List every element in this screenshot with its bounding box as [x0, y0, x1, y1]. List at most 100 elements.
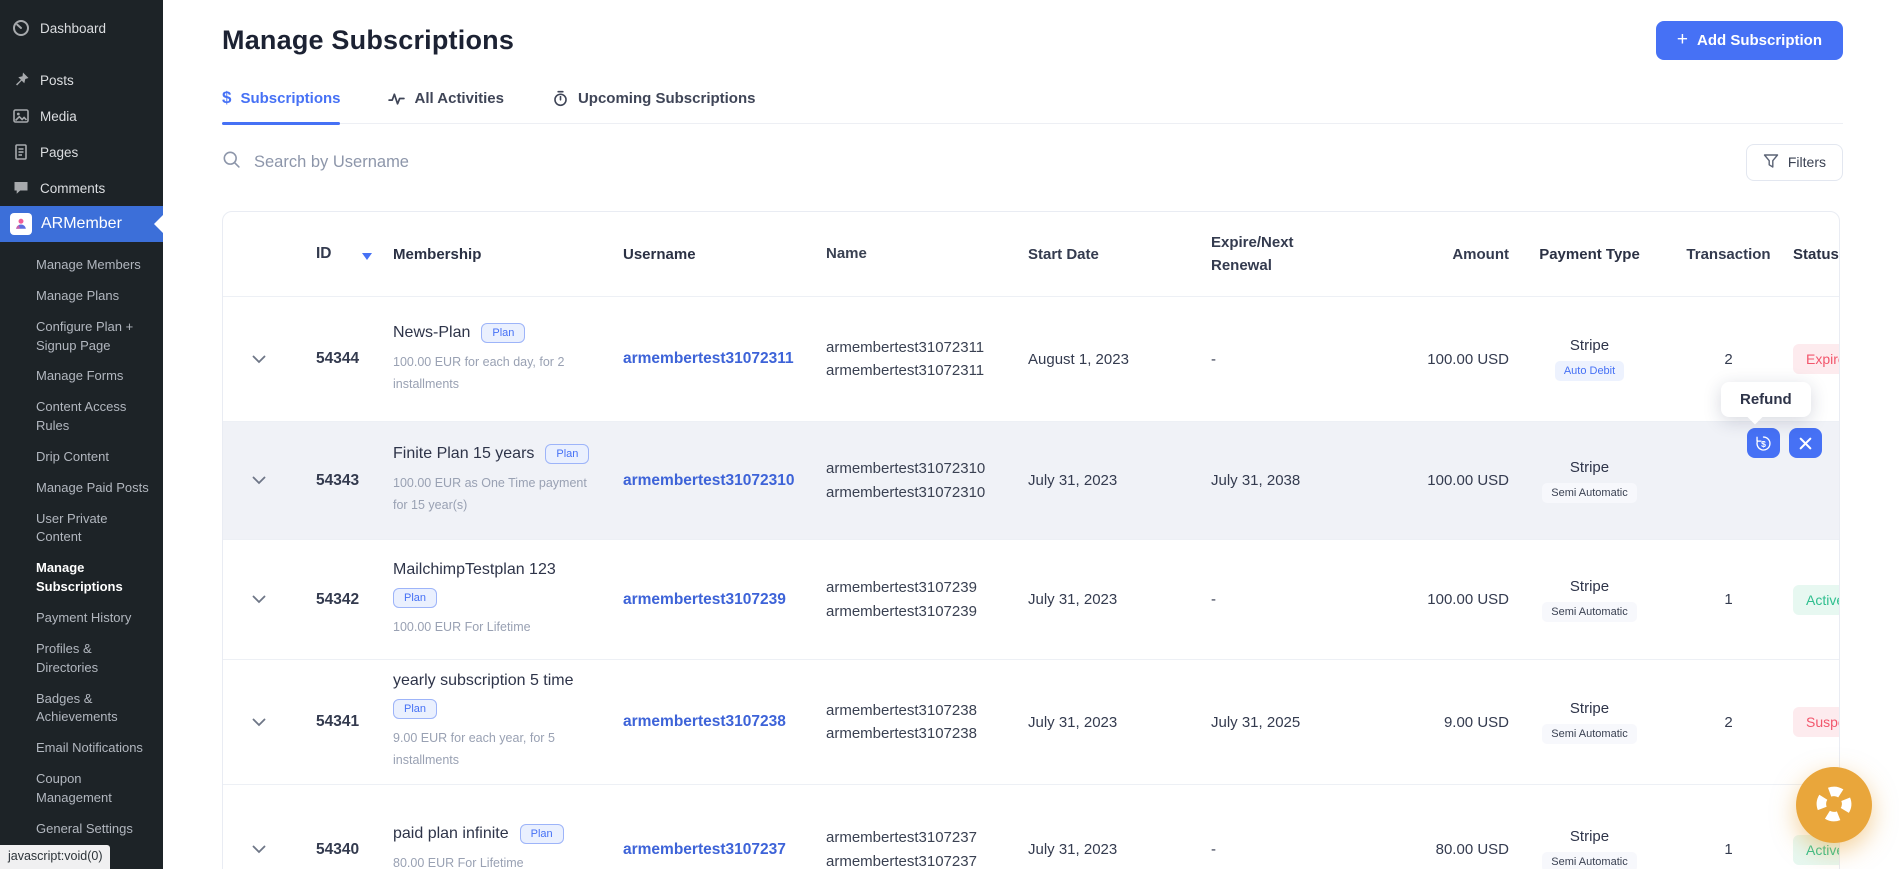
plan-badge: Plan — [393, 699, 437, 719]
tab-subscriptions[interactable]: $ Subscriptions — [222, 88, 340, 123]
column-header[interactable]: Start Date — [1028, 246, 1211, 263]
expand-row-icon[interactable] — [240, 476, 276, 485]
expand-row-icon[interactable] — [240, 845, 276, 854]
column-header-id[interactable]: ID — [293, 245, 388, 263]
username-link[interactable]: armembertest31072310 — [623, 472, 794, 489]
sidebar-item-label: ARMember — [41, 215, 122, 233]
expand-row-icon[interactable] — [240, 595, 276, 604]
expand-row-icon[interactable] — [240, 718, 276, 727]
tab-upcoming-subscriptions[interactable]: Upcoming Subscriptions — [552, 88, 756, 123]
submenu-item[interactable]: Manage Members — [0, 250, 163, 281]
member-name: armembertest3107237armembertest3107237 — [826, 826, 1028, 869]
sidebar-item-comments[interactable]: Comments — [0, 170, 163, 206]
submenu-item[interactable]: Drip Content — [0, 442, 163, 473]
column-header[interactable]: Expire/Next Renewal — [1211, 231, 1366, 278]
tab-all-activities[interactable]: All Activities — [388, 88, 503, 123]
start-date: July 31, 2023 — [1028, 472, 1211, 489]
submenu-item[interactable]: Email Notifications — [0, 733, 163, 764]
plan-title: Finite Plan 15 years — [393, 445, 534, 463]
subscription-id: 54344 — [293, 350, 388, 368]
username-link[interactable]: armembertest3107239 — [623, 591, 786, 608]
submenu-item[interactable]: User Private Content — [0, 504, 163, 554]
column-header[interactable]: Username — [623, 246, 826, 263]
status-cell: Suspended — [1791, 707, 1840, 737]
transaction-count: 1 — [1676, 591, 1791, 608]
member-name: armembertest3107239armembertest3107239 — [826, 576, 1028, 623]
add-subscription-label: Add Subscription — [1697, 32, 1822, 49]
status-badge: Suspended — [1793, 707, 1840, 737]
transaction-count: 1 — [1676, 841, 1791, 858]
funnel-icon — [1763, 153, 1779, 172]
submenu-item[interactable]: Payment History — [0, 603, 163, 634]
submenu-item[interactable]: Manage Paid Posts — [0, 473, 163, 504]
subscription-id: 54342 — [293, 591, 388, 609]
status-badge: Active — [1793, 585, 1840, 615]
expire-date: - — [1211, 591, 1366, 608]
column-header[interactable]: Payment Type — [1513, 246, 1676, 263]
expire-date: - — [1211, 351, 1366, 368]
lifebuoy-icon — [1813, 783, 1855, 828]
amount: 100.00 USD — [1366, 591, 1513, 608]
plan-title: News-Plan — [393, 324, 470, 342]
status-badge: Expired — [1793, 344, 1840, 374]
transaction-count: 2 — [1676, 714, 1791, 731]
member-name: armembertest3107238armembertest3107238 — [826, 699, 1028, 746]
cancel-subscription-button[interactable] — [1789, 428, 1822, 458]
membership-cell: Finite Plan 15 yearsPlan100.00 EUR as On… — [388, 444, 623, 517]
submenu-item[interactable]: Manage Plans — [0, 281, 163, 312]
search-input[interactable] — [254, 153, 774, 172]
gateway-name: Stripe — [1513, 700, 1666, 717]
username-link[interactable]: armembertest3107238 — [623, 713, 786, 730]
dollar-icon: $ — [222, 88, 231, 108]
column-header[interactable]: Membership — [388, 246, 623, 263]
subscription-id: 54340 — [293, 841, 388, 859]
plan-description: 100.00 EUR as One Time payment for 15 ye… — [393, 473, 593, 517]
column-header[interactable]: Status — [1791, 246, 1840, 263]
submenu-item[interactable]: Manage Subscriptions — [0, 553, 163, 603]
sort-desc-icon[interactable] — [362, 253, 372, 260]
table-row: 54340paid plan infinitePlan80.00 EUR For… — [223, 784, 1840, 869]
help-fab-button[interactable] — [1796, 767, 1872, 843]
payment-type-cell: StripeSemi Automatic — [1513, 828, 1676, 869]
amount: 100.00 USD — [1366, 472, 1513, 489]
table-row: 54342MailchimpTestplan 123Plan100.00 EUR… — [223, 539, 1840, 659]
plan-title: paid plan infinite — [393, 825, 509, 843]
sidebar-item-media[interactable]: Media — [0, 98, 163, 134]
refund-button[interactable]: $ — [1747, 428, 1780, 458]
plan-badge: Plan — [520, 824, 564, 844]
main-content: Manage Subscriptions + Add Subscription … — [163, 0, 1899, 869]
username-link[interactable]: armembertest3107237 — [623, 841, 786, 858]
sidebar-item-dashboard[interactable]: Dashboard — [0, 10, 163, 46]
plan-badge: Plan — [393, 588, 437, 608]
sidebar-item-pages[interactable]: Pages — [0, 134, 163, 170]
submenu-item[interactable]: Manage Forms — [0, 361, 163, 392]
subscriptions-table: IDMembershipUsernameNameStart DateExpire… — [222, 211, 1840, 869]
column-header[interactable]: Transaction — [1676, 246, 1791, 263]
tab-label: Subscriptions — [240, 90, 340, 107]
add-subscription-button[interactable]: + Add Subscription — [1656, 21, 1843, 60]
gateway-name: Stripe — [1513, 337, 1666, 354]
dashboard-icon — [12, 19, 30, 37]
sidebar-item-posts[interactable]: Posts — [0, 62, 163, 98]
submenu-item[interactable]: Content Access Rules — [0, 392, 163, 442]
username-link[interactable]: armembertest31072311 — [623, 350, 794, 367]
expand-row-icon[interactable] — [240, 355, 276, 364]
submenu-item[interactable]: Configure Plan + Signup Page — [0, 312, 163, 362]
column-header[interactable]: Name — [826, 242, 1028, 265]
submenu-item[interactable]: Badges & Achievements — [0, 684, 163, 734]
sidebar-item-label: Comments — [40, 181, 105, 196]
activity-icon — [388, 90, 405, 107]
filters-button[interactable]: Filters — [1746, 144, 1843, 181]
submenu-item[interactable]: General Settings — [0, 814, 163, 845]
member-name: armembertest31072310armembertest31072310 — [826, 457, 1028, 504]
amount: 100.00 USD — [1366, 351, 1513, 368]
armember-logo-icon — [10, 213, 32, 235]
plan-description: 100.00 EUR For Lifetime — [393, 617, 593, 639]
expire-date: July 31, 2025 — [1211, 714, 1366, 731]
submenu-item[interactable]: Profiles & Directories — [0, 634, 163, 684]
payment-mode-badge: Semi Automatic — [1542, 724, 1636, 744]
submenu-item[interactable]: Coupon Management — [0, 764, 163, 814]
sidebar-item-armember[interactable]: ARMember — [0, 206, 163, 242]
plus-icon: + — [1677, 33, 1688, 47]
column-header[interactable]: Amount — [1366, 246, 1513, 263]
